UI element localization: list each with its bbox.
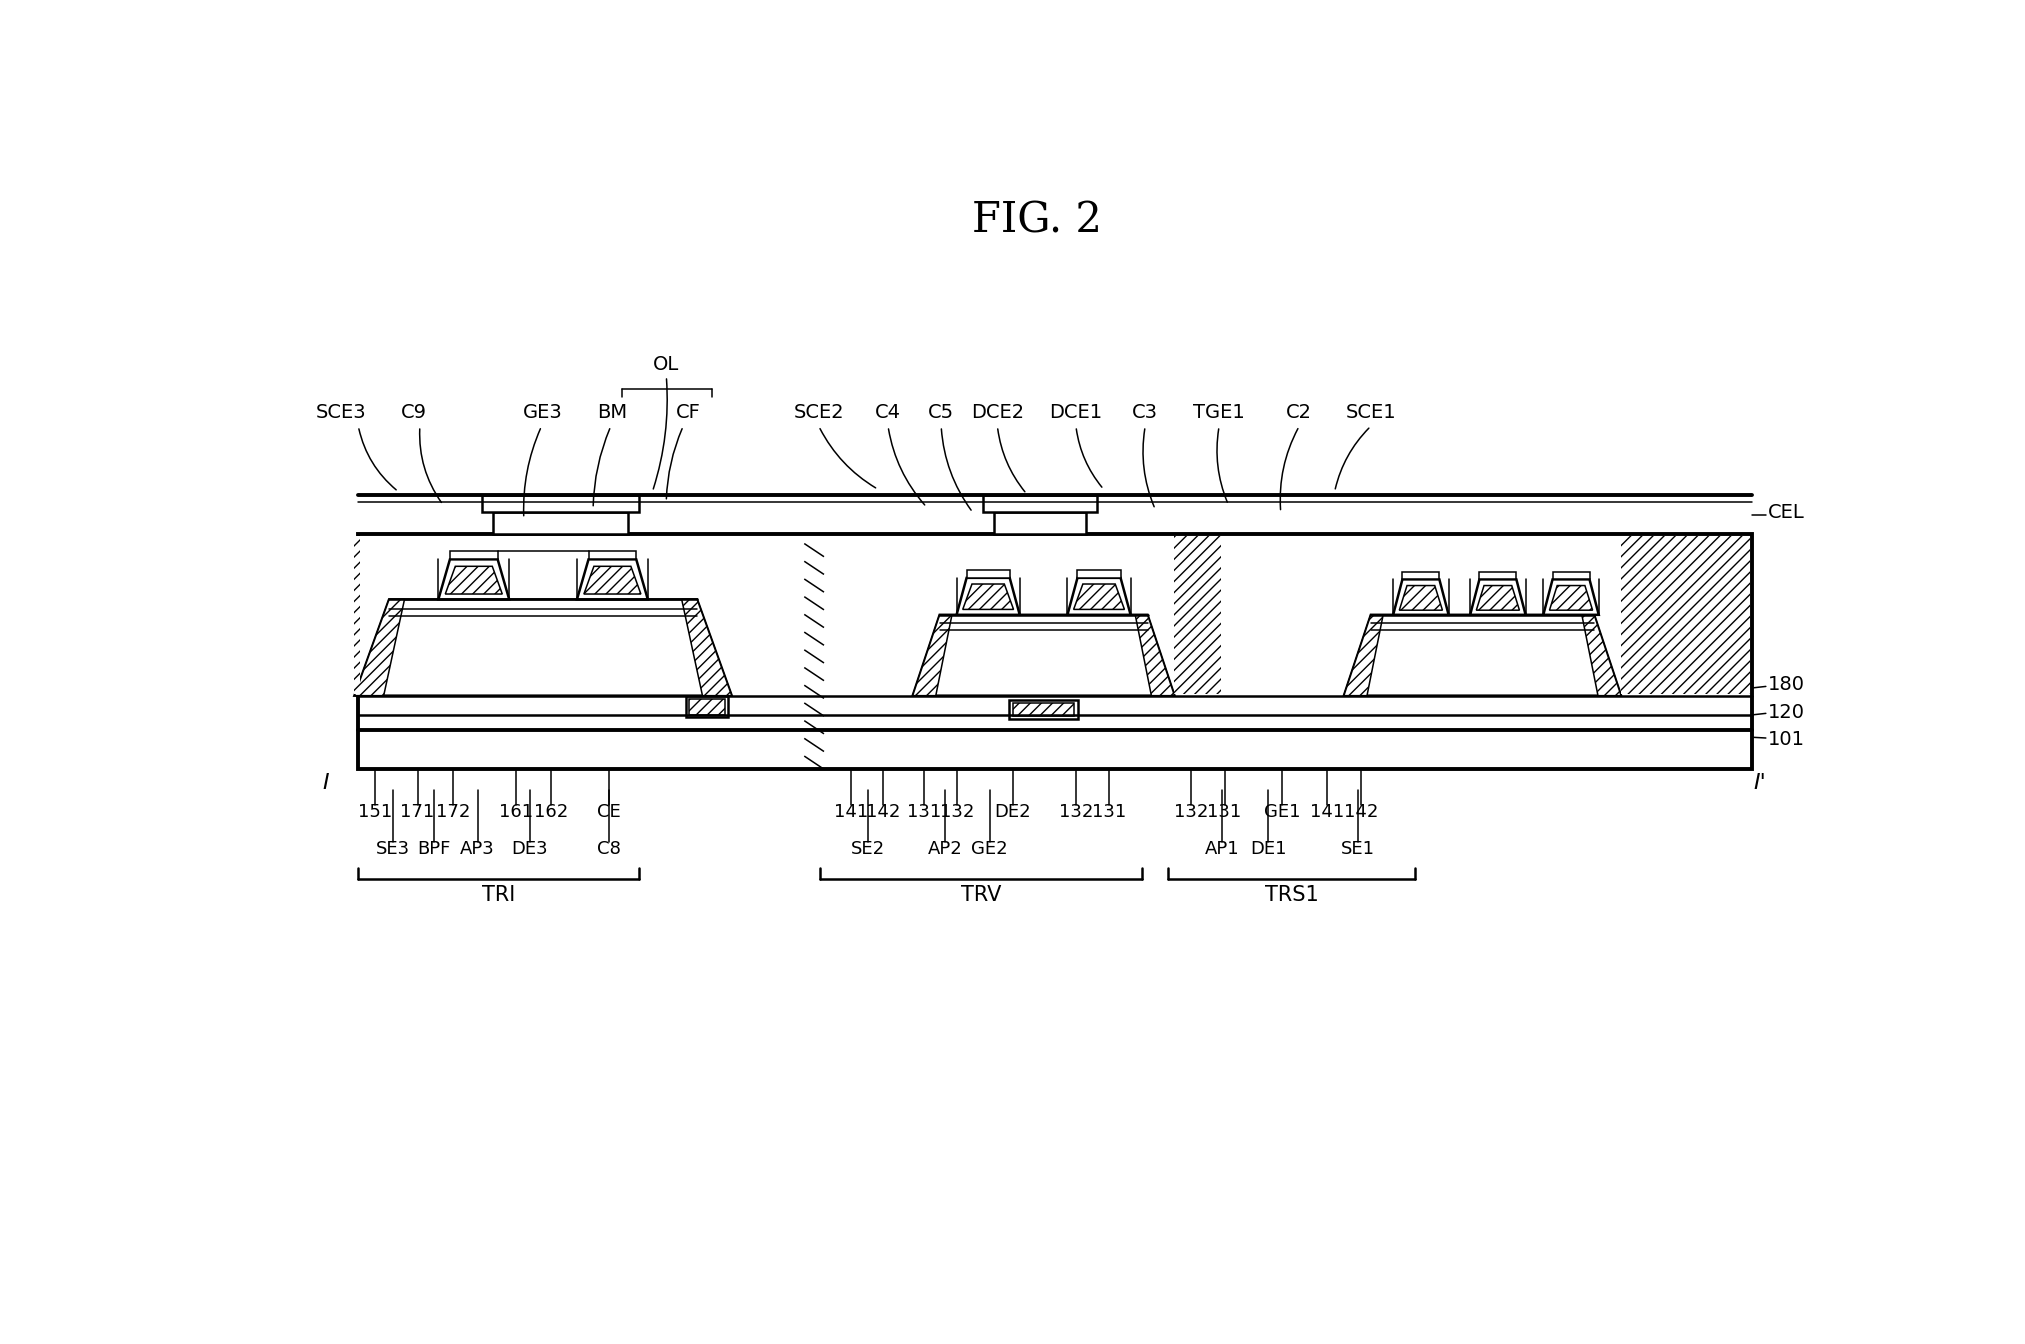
Text: SCE2: SCE2 xyxy=(794,403,844,422)
Bar xyxy=(358,534,1752,769)
Bar xyxy=(994,512,1085,534)
Bar xyxy=(1077,570,1120,578)
Polygon shape xyxy=(1549,586,1592,610)
Polygon shape xyxy=(1543,579,1600,614)
Text: SCE3: SCE3 xyxy=(316,403,367,422)
Polygon shape xyxy=(1399,586,1442,610)
Bar xyxy=(450,551,498,559)
Text: DCE1: DCE1 xyxy=(1049,403,1102,422)
Polygon shape xyxy=(1622,535,1750,694)
Text: TRV: TRV xyxy=(962,886,1002,905)
Text: DE2: DE2 xyxy=(994,804,1031,821)
Text: C4: C4 xyxy=(875,403,901,422)
Bar xyxy=(982,496,1098,512)
Text: AP2: AP2 xyxy=(927,840,962,859)
Text: 142: 142 xyxy=(1345,804,1379,821)
Text: BM: BM xyxy=(597,403,628,422)
Text: 180: 180 xyxy=(1768,676,1804,695)
Bar xyxy=(589,551,636,559)
Text: BPF: BPF xyxy=(417,840,450,859)
Text: GE2: GE2 xyxy=(972,840,1008,859)
Text: CF: CF xyxy=(676,403,701,422)
Text: 172: 172 xyxy=(435,804,470,821)
Polygon shape xyxy=(446,566,502,594)
Text: 161: 161 xyxy=(498,804,533,821)
Text: DCE2: DCE2 xyxy=(970,403,1025,422)
Text: 151: 151 xyxy=(358,804,393,821)
Text: AP1: AP1 xyxy=(1205,840,1239,859)
Text: 132: 132 xyxy=(1059,804,1094,821)
Polygon shape xyxy=(1067,578,1130,614)
Text: TRI: TRI xyxy=(482,886,514,905)
Text: TGE1: TGE1 xyxy=(1193,403,1245,422)
Text: I: I xyxy=(322,773,330,793)
Text: 162: 162 xyxy=(535,804,567,821)
Polygon shape xyxy=(577,559,648,599)
Polygon shape xyxy=(354,599,405,696)
Text: I': I' xyxy=(1754,773,1766,793)
Text: 101: 101 xyxy=(1768,730,1804,749)
Bar xyxy=(966,570,1010,578)
Bar xyxy=(1480,573,1517,579)
Polygon shape xyxy=(1073,585,1124,609)
Text: 142: 142 xyxy=(867,804,901,821)
Polygon shape xyxy=(354,535,360,694)
Text: 141: 141 xyxy=(834,804,869,821)
Polygon shape xyxy=(437,559,508,599)
Text: 131: 131 xyxy=(1207,804,1241,821)
Polygon shape xyxy=(1012,703,1075,716)
Polygon shape xyxy=(686,696,727,718)
Text: 171: 171 xyxy=(401,804,435,821)
Polygon shape xyxy=(913,614,1174,696)
Text: 131: 131 xyxy=(1091,804,1126,821)
Polygon shape xyxy=(354,599,731,696)
Text: GE1: GE1 xyxy=(1264,804,1300,821)
Polygon shape xyxy=(682,599,731,696)
Polygon shape xyxy=(688,699,725,715)
Text: C8: C8 xyxy=(597,840,620,859)
Polygon shape xyxy=(1393,579,1448,614)
Text: 131: 131 xyxy=(907,804,942,821)
Text: CEL: CEL xyxy=(1768,503,1804,521)
Text: 141: 141 xyxy=(1310,804,1345,821)
Polygon shape xyxy=(913,614,952,696)
Text: AP3: AP3 xyxy=(460,840,494,859)
Bar xyxy=(492,512,628,534)
Text: SE2: SE2 xyxy=(850,840,885,859)
Text: C2: C2 xyxy=(1286,403,1312,422)
Polygon shape xyxy=(1136,614,1174,696)
Text: DE3: DE3 xyxy=(512,840,549,859)
Text: FIG. 2: FIG. 2 xyxy=(972,199,1102,241)
Polygon shape xyxy=(1582,614,1622,696)
Text: 120: 120 xyxy=(1768,703,1804,722)
Polygon shape xyxy=(1476,586,1519,610)
Polygon shape xyxy=(956,578,1021,614)
Bar xyxy=(1553,573,1590,579)
Polygon shape xyxy=(1174,535,1221,694)
Polygon shape xyxy=(1470,579,1525,614)
Polygon shape xyxy=(1345,614,1622,696)
Text: C9: C9 xyxy=(401,403,427,422)
Polygon shape xyxy=(1008,699,1077,719)
Text: 132: 132 xyxy=(940,804,974,821)
Polygon shape xyxy=(962,585,1015,609)
Text: DE1: DE1 xyxy=(1249,840,1286,859)
Polygon shape xyxy=(1345,614,1383,696)
Text: SCE1: SCE1 xyxy=(1345,403,1395,422)
Text: GE3: GE3 xyxy=(522,403,563,422)
Bar xyxy=(482,496,638,512)
Text: C3: C3 xyxy=(1132,403,1158,422)
Polygon shape xyxy=(583,566,640,594)
Text: OL: OL xyxy=(654,355,680,374)
Text: TRS1: TRS1 xyxy=(1266,886,1318,905)
Text: CE: CE xyxy=(597,804,620,821)
Text: SE1: SE1 xyxy=(1341,840,1375,859)
Text: SE3: SE3 xyxy=(377,840,409,859)
Bar xyxy=(1403,573,1440,579)
Text: C5: C5 xyxy=(927,403,954,422)
Text: 132: 132 xyxy=(1174,804,1209,821)
